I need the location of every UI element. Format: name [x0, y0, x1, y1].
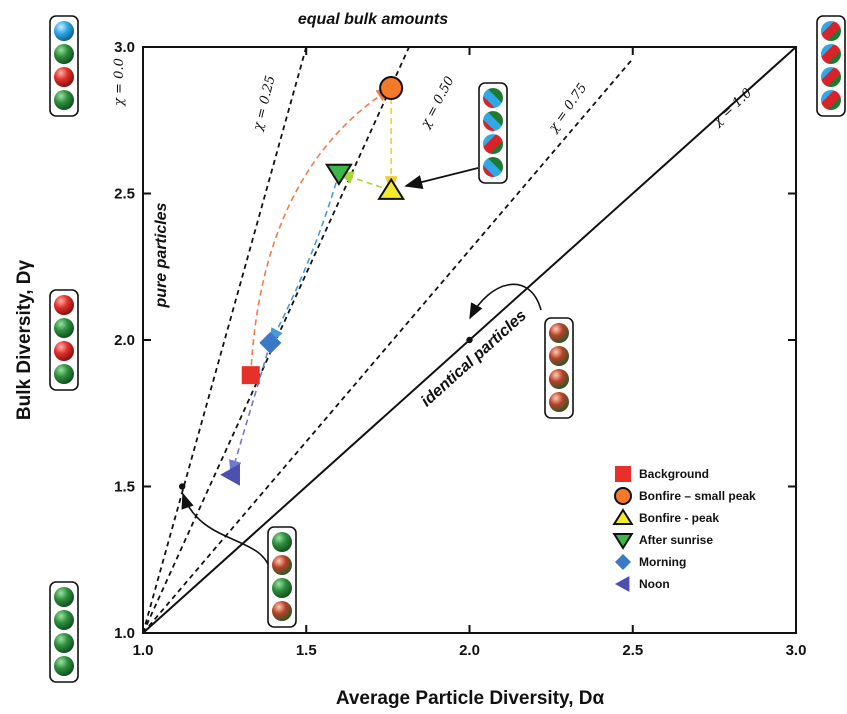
data-point [379, 76, 404, 101]
chi-label-050: χ = 0.50 [418, 74, 458, 131]
data-point [259, 331, 282, 354]
x-tick-label: 1.5 [296, 642, 317, 659]
chi-label-0: χ = 0.0 [112, 58, 127, 107]
data-point [241, 366, 260, 385]
y-tick-label: 2.0 [114, 332, 135, 349]
equal-bulk-label: equal bulk amounts [298, 11, 448, 28]
chi-label-10: χ = 1.0 [709, 86, 755, 130]
particle-column-lower [267, 526, 297, 628]
legend-label: Bonfire – small peak [639, 489, 756, 503]
legend-marker [615, 576, 630, 592]
legend-label: Bonfire - peak [639, 511, 719, 525]
chi-label-075: χ = 0.75 [545, 81, 590, 136]
trajectory-segment [269, 172, 340, 345]
particle-column-top-left [49, 15, 79, 117]
data-point [377, 177, 406, 200]
legend-label: Background [639, 467, 709, 481]
legend-marker [612, 508, 634, 525]
x-tick-label: 2.0 [459, 642, 480, 659]
data-points [220, 76, 406, 486]
y-tick-label: 2.5 [114, 186, 135, 203]
axis-ticks: 1.0 1.5 2.0 2.5 3.0 1.0 1.5 2.0 2.5 3.0 [114, 39, 806, 659]
identical-particles-label: identical particles [418, 307, 530, 410]
reference-point [178, 483, 186, 490]
particle-column-bottom-left [49, 581, 79, 683]
legend-label: Noon [639, 577, 670, 591]
pointer-arrow-lower [181, 492, 271, 571]
legend-marker [614, 487, 632, 505]
y-tick-label: 1.0 [114, 625, 135, 642]
chi-lines [142, 46, 797, 634]
pure-particles-label: pure particles [153, 202, 170, 308]
legend-marker [612, 533, 634, 550]
x-axis-title: Average Particle Diversity, Dα [336, 688, 605, 709]
y-tick-label: 1.5 [114, 479, 135, 496]
x-tick-label: 2.5 [622, 642, 643, 659]
y-axis-title: Bulk Diversity, Dγ [14, 259, 35, 420]
reference-point [466, 336, 473, 344]
data-point [324, 163, 353, 186]
x-tick-label: 3.0 [786, 642, 807, 659]
particle-column-top-right [816, 15, 846, 117]
trajectory-segment [229, 342, 272, 477]
legend-label: After sunrise [639, 533, 713, 547]
trajectory-segment [337, 171, 392, 192]
legend-marker [615, 466, 631, 482]
particle-column-bonfire [478, 82, 508, 184]
chi-line [142, 46, 308, 634]
particle-column-mid-left [49, 289, 79, 391]
legend-label: Morning [639, 555, 686, 569]
chi-label-025: χ = 0.25 [250, 74, 278, 133]
trajectory-segment [249, 87, 393, 376]
pointer-arrow-identical [469, 283, 542, 320]
data-point [220, 463, 240, 486]
y-tick-label: 3.0 [114, 39, 135, 56]
legend: Background Bonfire – small peak Bonfire - … [612, 466, 756, 592]
legend-marker [615, 554, 631, 570]
pointer-arrow-bonfire [404, 167, 479, 190]
trajectory [229, 87, 398, 477]
particle-column-identical [544, 317, 574, 419]
x-tick-label: 1.0 [133, 642, 154, 659]
